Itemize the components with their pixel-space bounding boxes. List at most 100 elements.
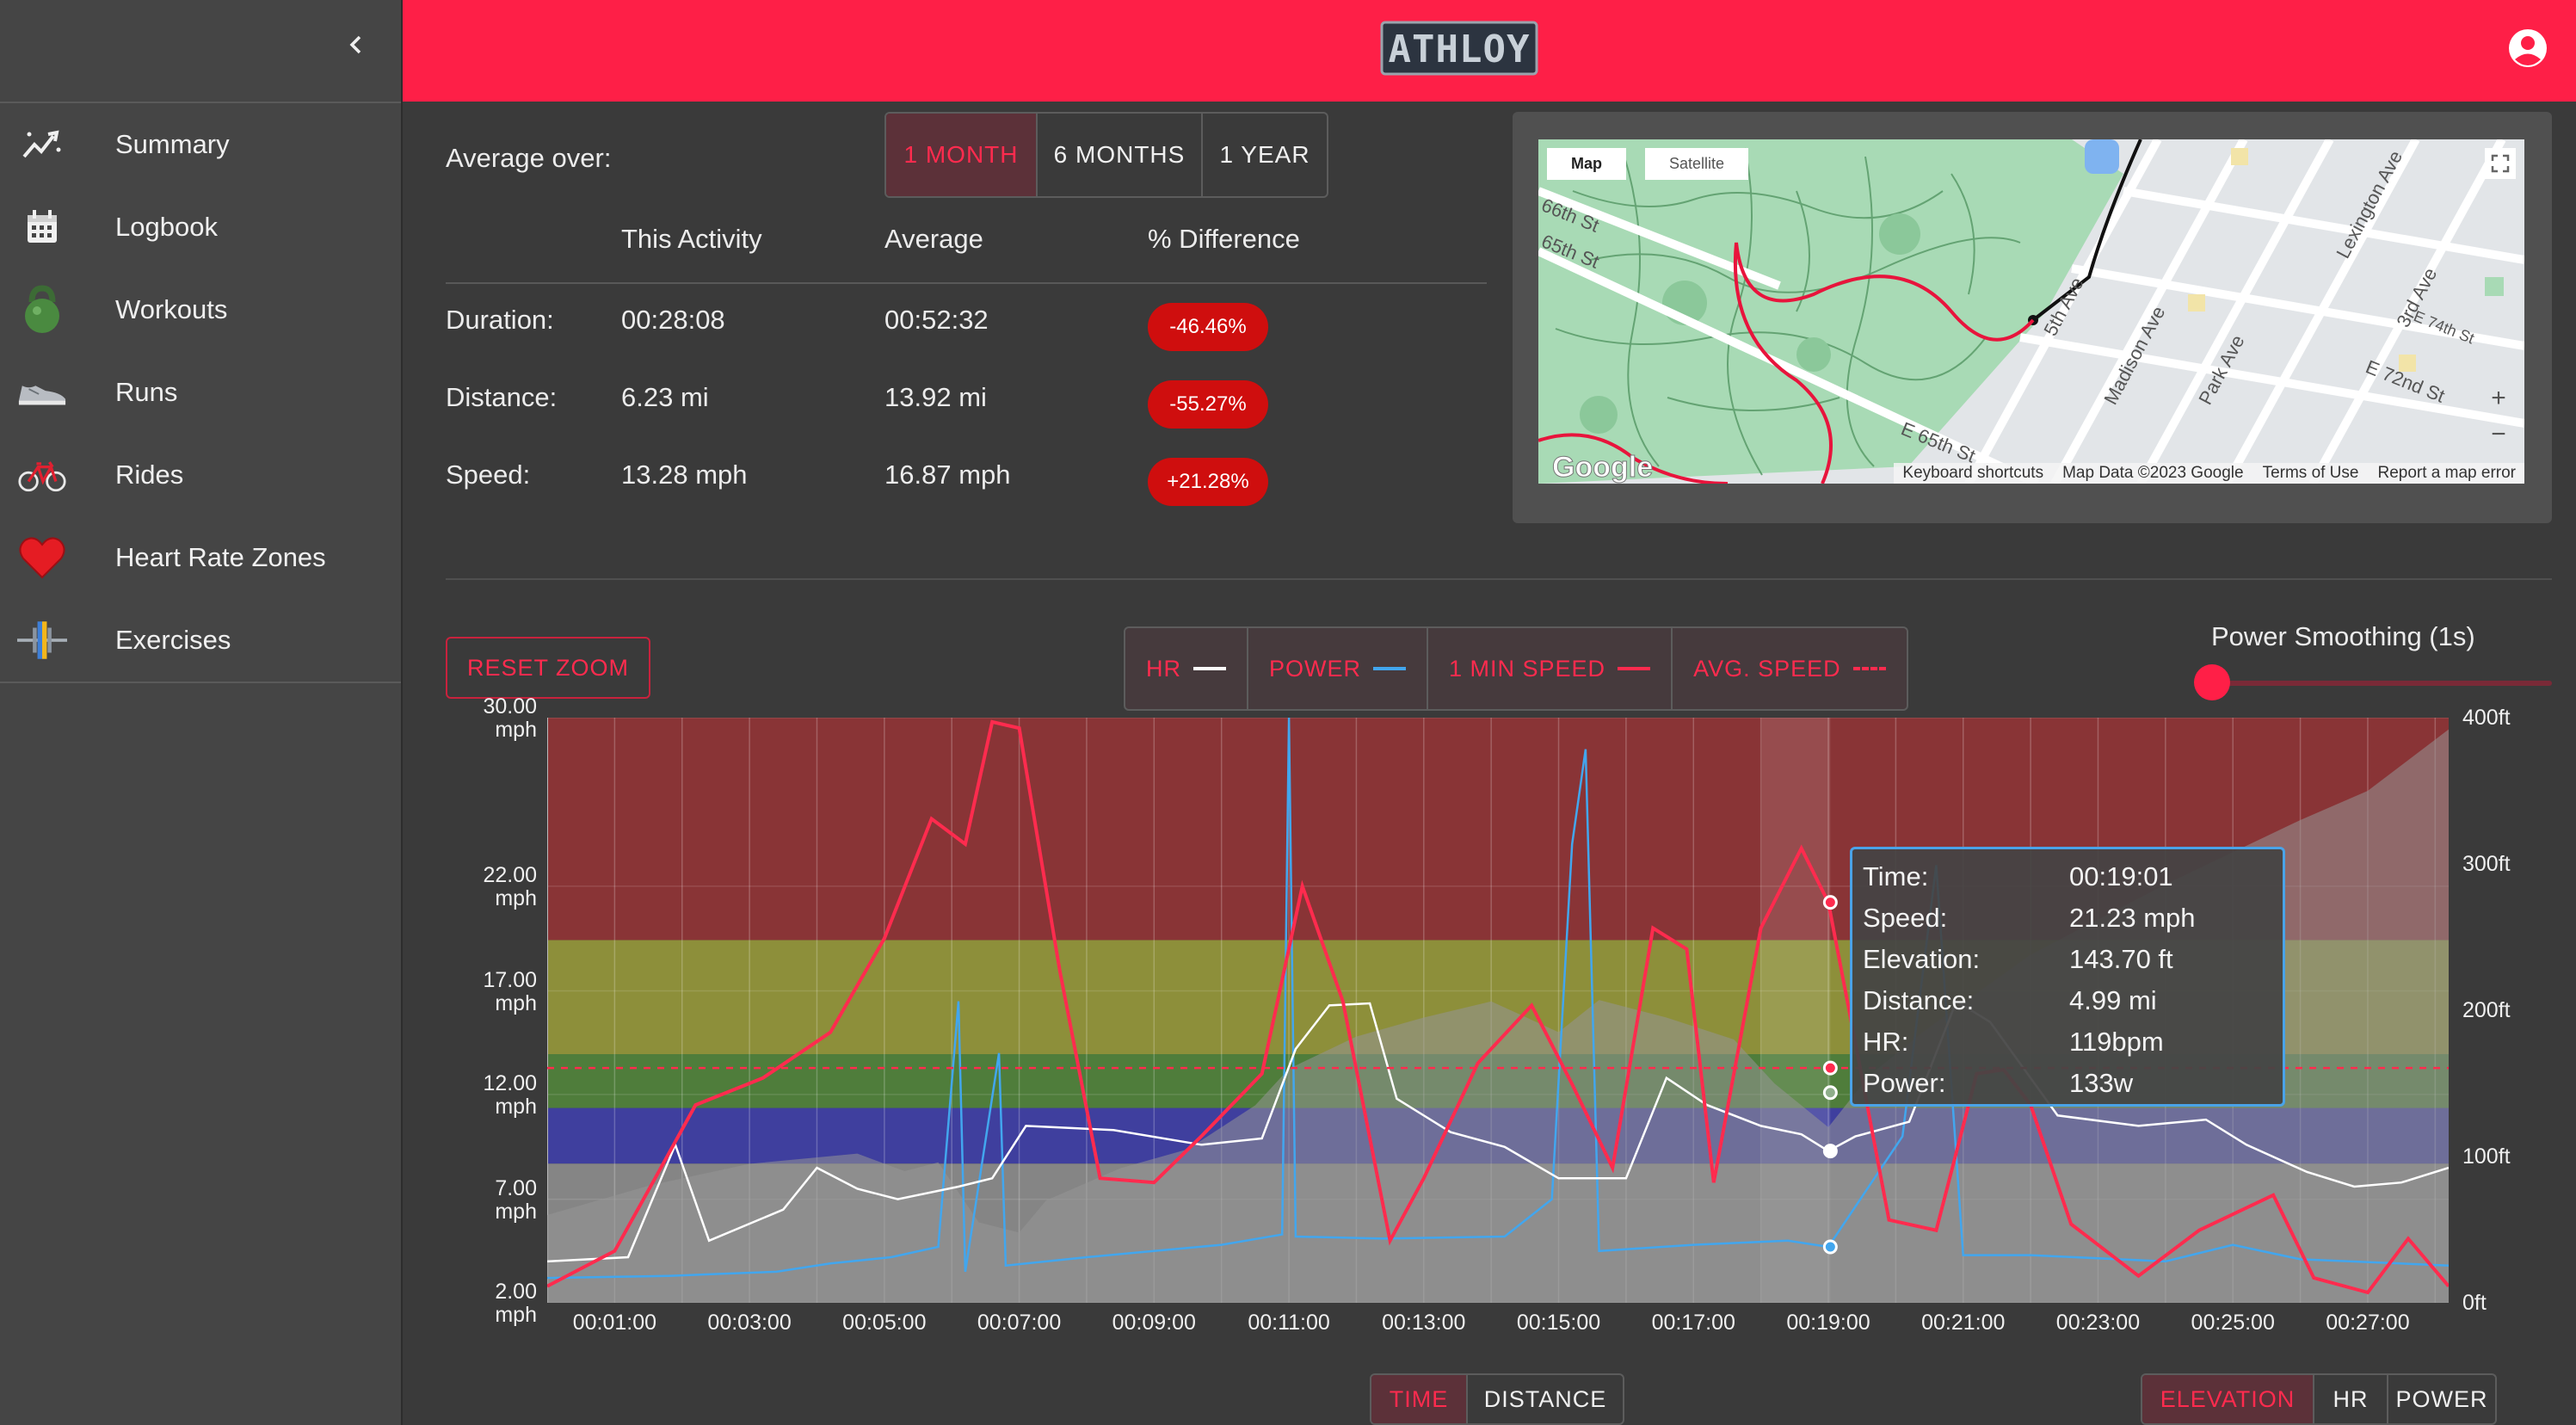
reset-zoom-button[interactable]: RESET ZOOM <box>446 637 650 699</box>
account-button[interactable] <box>2504 24 2552 77</box>
sidebar-item-heart-rate-zones[interactable]: Heart Rate Zones <box>0 516 401 599</box>
x-axis-tick-label: 00:07:00 <box>977 1311 1062 1335</box>
sidebar-item-label: Exercises <box>115 625 231 655</box>
metric-label: Speed: <box>446 460 531 490</box>
overlay-hr-button[interactable]: HR <box>2314 1375 2388 1423</box>
table-row: Speed: 13.28 mph 16.87 mph +21.28% <box>446 439 1487 516</box>
x-axis-time-button[interactable]: TIME <box>1371 1375 1468 1423</box>
calendar-icon <box>17 202 67 252</box>
collapse-sidebar-button[interactable] <box>336 24 377 65</box>
elevation-axis-tick-label: 400ft <box>2462 706 2511 730</box>
x-axis-mode-toggle: TIME DISTANCE <box>1370 1373 1624 1425</box>
elevation-axis-tick-label: 0ft <box>2462 1291 2487 1315</box>
tooltip-key: HR: <box>1863 1027 1909 1057</box>
map-attribution: Keyboard shortcuts Map Data ©2023 Google… <box>1894 463 2524 484</box>
difference-badge: -55.27% <box>1148 380 1268 429</box>
elevation-axis-tick-label: 100ft <box>2462 1144 2511 1169</box>
legend-label: POWER <box>1269 655 1362 682</box>
tooltip-row: Distance: 4.99 mi <box>1863 985 2283 1027</box>
legend-swatch <box>1373 667 1407 670</box>
overlay-elevation-button[interactable]: ELEVATION <box>2142 1375 2314 1423</box>
sidebar-header <box>0 0 401 103</box>
hover-marker <box>1822 1239 1838 1255</box>
power-smoothing-slider-thumb[interactable] <box>2194 664 2230 700</box>
tooltip-value: 00:19:01 <box>2069 861 2173 891</box>
map-type-satellite-button[interactable]: Satellite <box>1645 148 1749 180</box>
account-circle-icon <box>2509 29 2547 67</box>
sidebar-item-rides[interactable]: Rides <box>0 434 401 516</box>
power-smoothing-slider-track[interactable] <box>2211 681 2552 686</box>
hover-marker <box>1822 1060 1838 1076</box>
x-axis-tick-label: 00:19:00 <box>1786 1311 1870 1335</box>
range-6-months-button[interactable]: 6 MONTHS <box>1038 114 1203 196</box>
y-axis-tick-label: 22.00 mph <box>483 862 537 910</box>
sidebar-item-exercises[interactable]: Exercises <box>0 599 401 682</box>
table-row: Distance: 6.23 mi 13.92 mi -55.27% <box>446 361 1487 439</box>
legend-hr-button[interactable]: HR <box>1125 628 1248 709</box>
this-activity-value: 00:28:08 <box>621 305 725 335</box>
sidebar-item-logbook[interactable]: Logbook <box>0 186 401 268</box>
this-activity-value: 13.28 mph <box>621 460 748 490</box>
legend-avg-speed-button[interactable]: AVG. SPEED <box>1673 628 1907 709</box>
x-axis-distance-button[interactable]: DISTANCE <box>1483 1385 1607 1412</box>
zoom-out-button[interactable]: − <box>2491 420 2506 448</box>
power-smoothing-label: Power Smoothing (1s) <box>2211 621 2475 651</box>
sidebar-item-workouts[interactable]: Workouts <box>0 268 401 351</box>
tooltip-value: 143.70 ft <box>2069 944 2173 974</box>
section-divider <box>446 578 2552 580</box>
map-data-attribution: Map Data ©2023 Google <box>2062 464 2244 482</box>
tooltip-key: Power: <box>1863 1068 1946 1098</box>
elevation-axis-tick-label: 200ft <box>2462 998 2511 1022</box>
chart-tooltip: Time: 00:19:01 Speed: 21.23 mph Elevation:… <box>1850 847 2285 1107</box>
top-app-bar: ATHLOY <box>403 0 2576 102</box>
hover-marker <box>1822 895 1838 910</box>
x-axis-tick-label: 00:11:00 <box>1248 1311 1330 1335</box>
legend-1-min-speed-button[interactable]: 1 MIN SPEED <box>1428 628 1673 709</box>
difference-badge: +21.28% <box>1148 458 1268 506</box>
metric-label: Distance: <box>446 382 558 412</box>
google-logo: Google <box>1552 451 1653 484</box>
sidebar-item-label: Workouts <box>115 294 228 324</box>
map-tiles: 66th St 65th St 5th Ave Madison Ave Park… <box>1538 139 2524 484</box>
fullscreen-icon <box>2491 154 2510 173</box>
x-axis-tick-label: 00:17:00 <box>1651 1311 1735 1335</box>
sidebar-item-runs[interactable]: Runs <box>0 351 401 434</box>
overlay-power-button[interactable]: POWER <box>2395 1385 2488 1412</box>
column-header: % Difference <box>1148 224 1300 254</box>
report-map-error-link[interactable]: Report a map error <box>2377 464 2516 482</box>
column-header: This Activity <box>621 224 762 254</box>
legend-label: HR <box>1146 655 1181 682</box>
x-axis-tick-label: 00:05:00 <box>842 1311 927 1335</box>
heart-icon <box>17 533 67 583</box>
route-map[interactable]: 66th St 65th St 5th Ave Madison Ave Park… <box>1538 139 2524 484</box>
legend-label: 1 MIN SPEED <box>1449 655 1606 682</box>
tooltip-key: Elevation: <box>1863 944 1981 974</box>
legend-label: AVG. SPEED <box>1693 655 1841 682</box>
legend-power-button[interactable]: POWER <box>1248 628 1429 709</box>
kettlebell-icon <box>17 285 67 335</box>
x-axis-tick-label: 00:21:00 <box>1921 1311 2006 1335</box>
metric-label: Duration: <box>446 305 554 335</box>
x-axis-tick-label: 00:09:00 <box>1112 1311 1196 1335</box>
overlay-mode-toggle: ELEVATION HR POWER <box>2141 1373 2497 1425</box>
range-1-month-button[interactable]: 1 MONTH <box>886 114 1038 196</box>
tooltip-value: 4.99 mi <box>2069 985 2157 1015</box>
range-1-year-button[interactable]: 1 YEAR <box>1219 141 1310 168</box>
sidebar-item-summary[interactable]: Summary <box>0 103 401 186</box>
fullscreen-button[interactable] <box>2485 148 2516 179</box>
keyboard-shortcuts-link[interactable]: Keyboard shortcuts <box>1902 464 2044 482</box>
map-type-map-button[interactable]: Map <box>1547 148 1626 180</box>
table-row: Duration: 00:28:08 00:52:32 -46.46% <box>446 284 1487 361</box>
map-card: 66th St 65th St 5th Ave Madison Ave Park… <box>1513 112 2552 523</box>
hover-markers <box>1822 895 1838 1255</box>
tooltip-key: Distance: <box>1863 985 1975 1015</box>
app-logo[interactable]: ATHLOY <box>1380 17 1538 83</box>
x-axis-tick-label: 00:03:00 <box>707 1311 792 1335</box>
zoom-in-button[interactable]: + <box>2491 384 2506 412</box>
tooltip-value: 119bpm <box>2069 1027 2164 1057</box>
legend-swatch <box>1852 667 1886 670</box>
sidebar-item-label: Rides <box>115 460 184 490</box>
y-axis-tick-label: 17.00 mph <box>483 967 537 1015</box>
terms-of-use-link[interactable]: Terms of Use <box>2262 464 2359 482</box>
average-value: 16.87 mph <box>884 460 1011 490</box>
